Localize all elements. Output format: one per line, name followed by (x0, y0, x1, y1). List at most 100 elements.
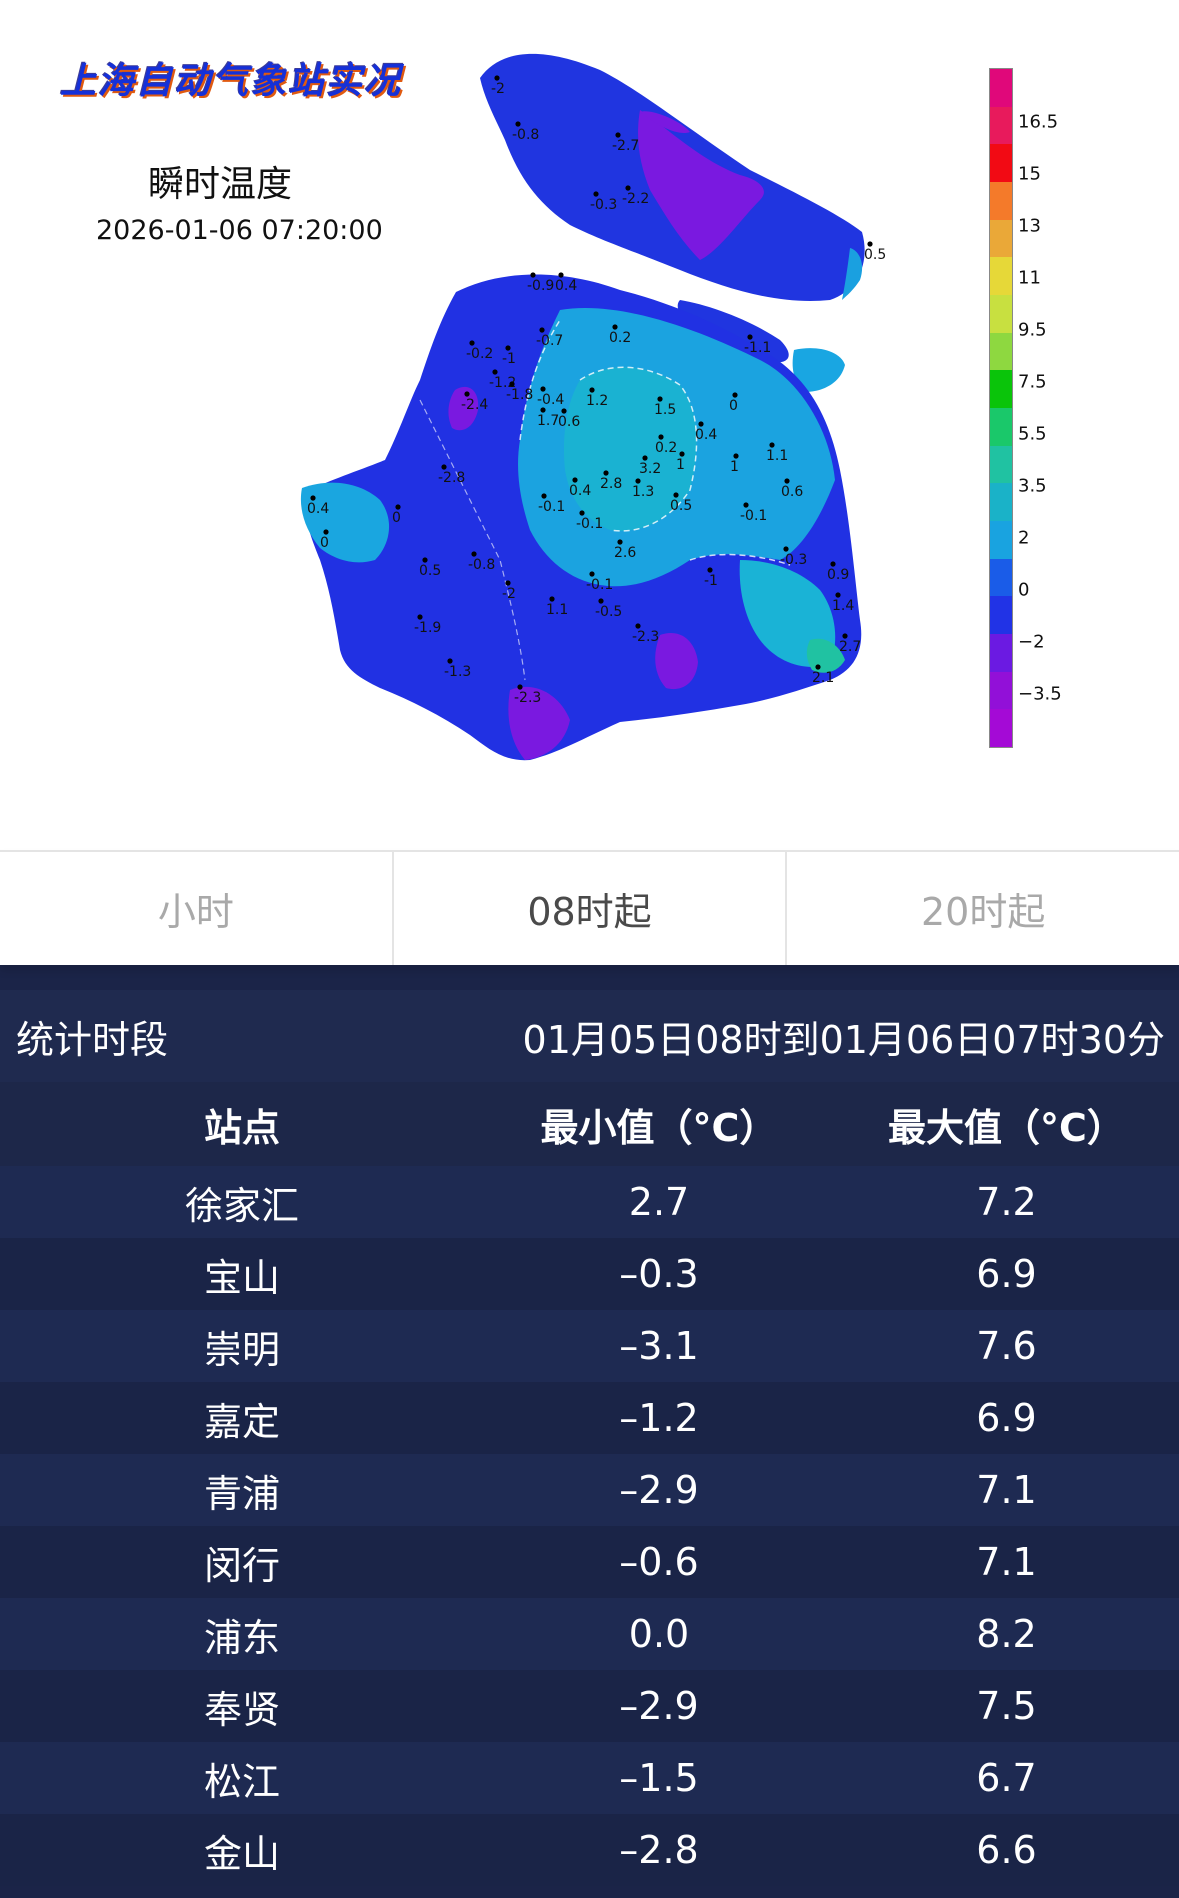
color-legend-bar (989, 68, 1013, 748)
station-cell: 徐家汇 (184, 1183, 299, 1228)
station-value: 0 (729, 398, 738, 414)
legend-swatch (990, 370, 1012, 409)
station-dot (561, 408, 567, 414)
station-dot (540, 386, 546, 392)
station-dot (515, 121, 521, 127)
legend-label: 15 (1018, 163, 1041, 185)
legend-label: 13 (1018, 215, 1041, 237)
time-range-tabs: 小时 08时起 20时起 (0, 850, 1179, 965)
station-dot (867, 241, 873, 247)
max-cell: 8.2 (976, 1612, 1037, 1656)
station-dot (732, 392, 738, 398)
station-value: 2.7 (839, 639, 861, 655)
station-value: -1.1 (744, 340, 771, 356)
min-cell: –0.3 (619, 1252, 699, 1296)
station-dot (830, 561, 836, 567)
station-value: 0 (320, 535, 329, 551)
table-row: 崇明 –3.1 7.6 (0, 1310, 1179, 1382)
station-value: 3.2 (639, 461, 661, 477)
table-row: 青浦 –2.9 7.1 (0, 1454, 1179, 1526)
station-cell: 闵行 (203, 1543, 280, 1588)
legend-swatch (990, 558, 1012, 597)
tab-from-20-label: 20时起 (921, 890, 1046, 934)
station-dot (589, 571, 595, 577)
station-dot (494, 75, 500, 81)
table-row: 嘉定 –1.2 6.9 (0, 1382, 1179, 1454)
station-value: -2.4 (461, 397, 488, 413)
station-value: -2.2 (622, 191, 649, 207)
legend-swatch (990, 332, 1012, 371)
station-dot (743, 502, 749, 508)
station-dot (658, 434, 664, 440)
temperature-map-panel: -2 -0.8 -2.7 -0.3 -2.2 0.5 -0.9 0.4 -0.7 0.2 -1.1-… (0, 0, 1179, 850)
station-value: 1.7 (537, 413, 559, 429)
legend-label: 16.5 (1018, 111, 1059, 133)
station-dot (733, 453, 739, 459)
max-cell: 7.1 (976, 1468, 1037, 1512)
color-legend-labels: 16.5 15 13 11 9.5 7.5 5.5 3.5 2 0 −2 −3.5 (1015, 68, 1105, 748)
tab-from-08[interactable]: 08时起 (394, 852, 788, 965)
station-cell: 金山 (203, 1831, 280, 1876)
station-value: -2 (491, 81, 505, 97)
station-dot (579, 510, 585, 516)
station-value: -2.8 (438, 470, 465, 486)
station-dot (612, 324, 618, 330)
station-dot (540, 407, 546, 413)
station-value: 0.5 (864, 247, 886, 263)
station-dot (539, 327, 545, 333)
station-value: 0.4 (569, 483, 591, 499)
legend-label: 7.5 (1018, 371, 1047, 393)
station-dot (657, 396, 663, 402)
station-value: -0.8 (468, 557, 495, 573)
station-value: 0.2 (609, 330, 631, 346)
table-row: 松江 –1.5 6.7 (0, 1742, 1179, 1814)
table-row: 徐家汇 2.7 7.2 (0, 1166, 1179, 1238)
legend-swatch (990, 634, 1012, 672)
min-cell: –2.9 (619, 1468, 699, 1512)
legend-label: 3.5 (1018, 475, 1047, 497)
station-value: -0.8 (512, 127, 539, 143)
table-row: 奉贤 –2.9 7.5 (0, 1670, 1179, 1742)
station-value: -2.7 (612, 138, 639, 154)
min-cell: –2.8 (619, 1828, 699, 1872)
min-cell: –1.5 (619, 1756, 699, 1800)
station-value: 0.5 (670, 498, 692, 514)
map-timestamp: 2026-01-06 07:20:00 (96, 215, 383, 246)
station-value: 1.1 (546, 602, 568, 618)
station-dot (673, 492, 679, 498)
station-value: -0.1 (740, 508, 767, 524)
station-value: 1.4 (832, 598, 854, 614)
station-dot (589, 387, 595, 393)
table-row: 金山 –2.8 6.6 (0, 1814, 1179, 1886)
station-dot (395, 504, 401, 510)
legend-swatch (990, 596, 1012, 635)
legend-label: 5.5 (1018, 423, 1047, 445)
station-cell: 崇明 (203, 1327, 280, 1372)
min-cell: –0.6 (619, 1540, 699, 1584)
tab-hourly[interactable]: 小时 (0, 852, 394, 965)
station-value: 1.1 (766, 448, 788, 464)
station-dot (464, 391, 470, 397)
station-value: -1 (704, 573, 718, 589)
station-value: -0.9 (527, 278, 554, 294)
tab-from-20[interactable]: 20时起 (787, 852, 1179, 965)
min-cell: –2.9 (619, 1684, 699, 1728)
station-value: 1.5 (654, 402, 676, 418)
station-dot (707, 567, 713, 573)
station-value: 0.9 (827, 567, 849, 583)
station-dot (617, 539, 623, 545)
legend-swatch (990, 69, 1012, 107)
station-cell: 嘉定 (203, 1399, 280, 1444)
station-dot (530, 272, 536, 278)
station-dot (509, 381, 515, 387)
station-value: -1.2 (489, 375, 516, 391)
legend-label: 9.5 (1018, 319, 1047, 341)
station-value: 0 (392, 510, 401, 526)
station-dot (517, 684, 523, 690)
station-dot (417, 614, 423, 620)
legend-swatch (990, 182, 1012, 220)
legend-label: −2 (1018, 631, 1045, 653)
station-dot (783, 546, 789, 552)
station-value: -0.1 (586, 577, 613, 593)
station-markers: -2-0.8-2.7-0.3 -2.20.5-0.9 0.4-0.7 0.2-1.1-… (307, 75, 886, 706)
